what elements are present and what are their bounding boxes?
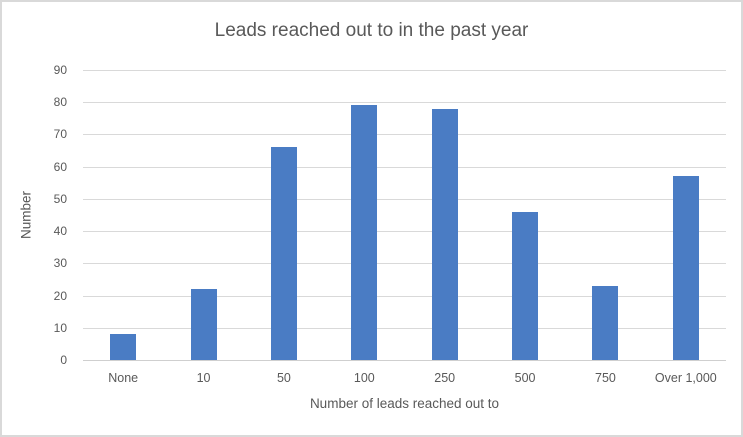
x-category-10: 10 bbox=[196, 371, 211, 385]
gridline-20 bbox=[83, 295, 726, 297]
bar-500 bbox=[512, 211, 539, 360]
x-category-50: 50 bbox=[276, 371, 291, 385]
y-tick-30: 30 bbox=[53, 256, 67, 271]
gridline-60 bbox=[83, 166, 726, 168]
bar-750 bbox=[592, 285, 619, 360]
bar-Over 1,000 bbox=[672, 176, 699, 360]
y-tick-0: 0 bbox=[60, 353, 67, 367]
plot-area bbox=[83, 70, 726, 361]
x-axis-title: Number of leads reached out to bbox=[309, 396, 500, 411]
y-tick-40: 40 bbox=[53, 224, 67, 239]
gridline-40 bbox=[83, 231, 726, 233]
bar-None bbox=[110, 334, 137, 360]
y-axis-tick-labels: 0 10 20 30 40 50 60 70 80 90 bbox=[2, 2, 67, 435]
y-tick-20: 20 bbox=[53, 288, 67, 303]
gridline-90 bbox=[83, 70, 726, 71]
x-category-None: None bbox=[108, 371, 139, 385]
gridline-30 bbox=[83, 263, 726, 265]
x-category-500: 500 bbox=[514, 371, 536, 385]
gridline-80 bbox=[83, 102, 726, 104]
gridline-70 bbox=[83, 134, 726, 136]
x-category-250: 250 bbox=[434, 371, 456, 385]
y-tick-90: 90 bbox=[53, 63, 67, 77]
y-tick-10: 10 bbox=[53, 320, 67, 335]
chart-title: Leads reached out to in the past year bbox=[214, 20, 529, 41]
x-category-750: 750 bbox=[595, 371, 616, 385]
bar-100 bbox=[351, 105, 378, 360]
bar-10 bbox=[190, 289, 217, 360]
y-tick-50: 50 bbox=[53, 191, 67, 206]
bar-50 bbox=[270, 147, 297, 360]
x-category-Over 1,000: Over 1,000 bbox=[654, 371, 717, 385]
gridline-50 bbox=[83, 198, 726, 200]
x-category-100: 100 bbox=[353, 371, 375, 385]
y-tick-70: 70 bbox=[53, 127, 67, 142]
gridline-10 bbox=[83, 327, 726, 329]
y-tick-60: 60 bbox=[53, 159, 67, 174]
y-tick-80: 80 bbox=[53, 95, 67, 110]
bar-250 bbox=[431, 108, 458, 360]
x-axis-category-labels: None 10 50 100 250 500 750 Over 1,000 bbox=[83, 370, 726, 388]
